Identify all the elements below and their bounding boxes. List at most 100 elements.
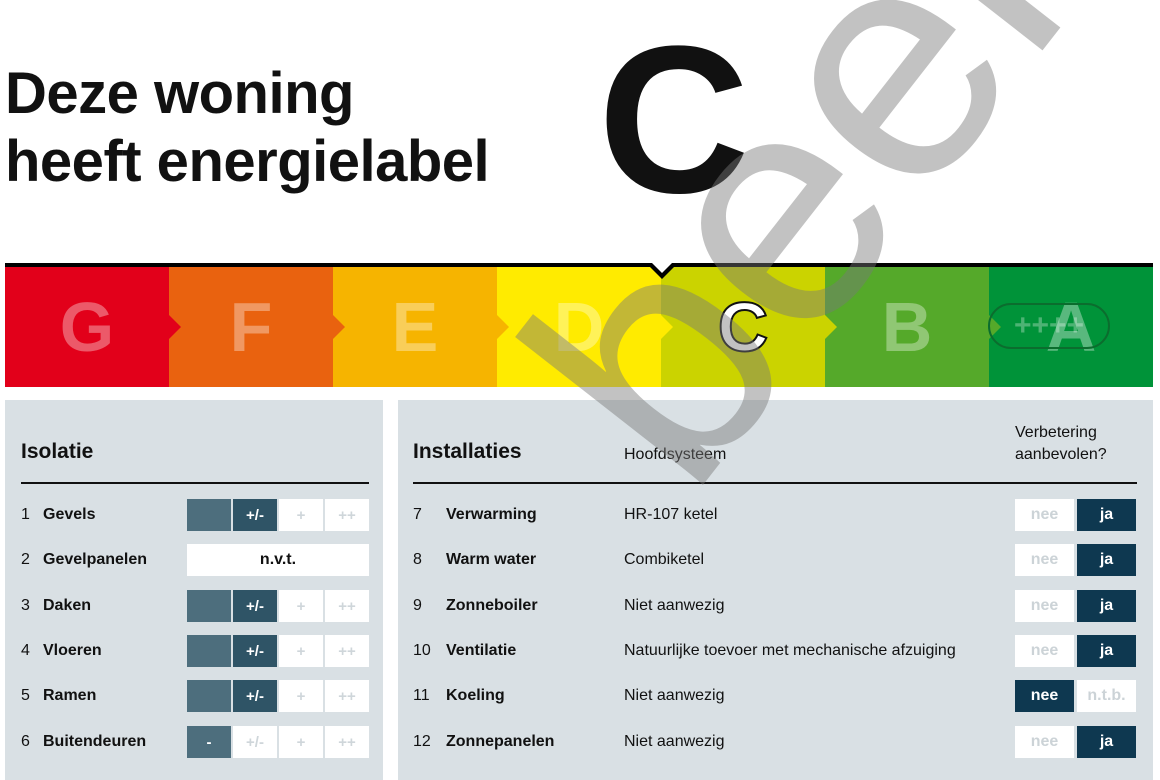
- row-number: 9: [413, 597, 422, 614]
- row-number: 8: [413, 551, 422, 568]
- row-name: Zonneboiler: [446, 597, 538, 614]
- option-n.t.b.[interactable]: n.t.b.: [1077, 680, 1136, 712]
- page-title: Deze woning heeft energielabel: [5, 61, 490, 194]
- improvement-toggle: nee ja: [1015, 544, 1136, 576]
- row-number: 4: [21, 642, 30, 659]
- rating-cell: [187, 499, 231, 531]
- divider: [413, 482, 1137, 484]
- rating-cell: +/-: [233, 635, 277, 667]
- installatie-row: 9 Zonneboiler Niet aanwezig nee ja: [413, 590, 1138, 622]
- option-ja[interactable]: ja: [1077, 635, 1136, 667]
- installaties-heading: Installaties: [413, 440, 522, 463]
- row-name: Buitendeuren: [43, 733, 147, 750]
- option-ja[interactable]: ja: [1077, 544, 1136, 576]
- installatie-row: 12 Zonnepanelen Niet aanwezig nee ja: [413, 726, 1138, 758]
- rating-cell: ++: [325, 726, 369, 758]
- row-number: 11: [413, 687, 430, 704]
- option-nee[interactable]: nee: [1015, 635, 1074, 667]
- scale-letter: B: [881, 288, 933, 366]
- rating-cell: +: [279, 635, 323, 667]
- option-ja[interactable]: ja: [1077, 499, 1136, 531]
- rating-cell: ++: [325, 635, 369, 667]
- installatie-row: 10 Ventilatie Natuurlijke toevoer met mech…: [413, 635, 1138, 667]
- isolatie-row: 3 Daken +/- + ++: [21, 590, 371, 622]
- row-name: Koeling: [446, 687, 505, 704]
- rating-cell: -: [187, 726, 231, 758]
- rating-cells: +/- + ++: [187, 635, 369, 667]
- option-ja[interactable]: ja: [1077, 726, 1136, 758]
- system-value: Niet aanwezig: [624, 597, 725, 614]
- rating-cell: +: [279, 499, 323, 531]
- scale-segment-b: B: [825, 267, 1001, 387]
- rating-cell: ++: [325, 590, 369, 622]
- installaties-panel: Installaties Hoofdsysteem Verbetering aa…: [398, 400, 1153, 780]
- column-hoofdsysteem: Hoofdsysteem: [624, 446, 727, 463]
- isolatie-row: 4 Vloeren +/- + ++: [21, 635, 371, 667]
- row-number: 1: [21, 506, 30, 523]
- scale-segment-e: E: [333, 267, 509, 387]
- row-number: 6: [21, 733, 30, 750]
- row-name: Zonnepanelen: [446, 733, 555, 750]
- rating-cell: ++: [325, 680, 369, 712]
- row-name: Verwarming: [446, 506, 537, 523]
- system-value: Niet aanwezig: [624, 687, 725, 704]
- segment-arrow: [661, 315, 673, 339]
- row-name: Daken: [43, 597, 92, 614]
- rating-cell: +/-: [233, 726, 277, 758]
- scale-letter: D: [553, 288, 605, 366]
- scale-segment-g: G: [5, 267, 181, 387]
- rating-cell: [187, 590, 231, 622]
- scale-pointer: [646, 261, 678, 279]
- scale-segment-a: A: [989, 267, 1153, 387]
- improvement-toggle: nee ja: [1015, 590, 1136, 622]
- scale-segment-c: C: [661, 267, 837, 387]
- rating-cell: +/-: [233, 590, 277, 622]
- installatie-row: 7 Verwarming HR-107 ketel nee ja: [413, 499, 1138, 531]
- rating-cells: +/- + ++: [187, 499, 369, 531]
- system-value: Combiketel: [624, 551, 705, 568]
- column-verbetering: Verbetering aanbevolen?: [1015, 424, 1107, 463]
- segment-arrow: [825, 315, 837, 339]
- rating-cell: +: [279, 726, 323, 758]
- isolatie-row: 6 Buitendeuren - +/- + ++: [21, 726, 371, 758]
- row-name: Gevelpanelen: [43, 551, 148, 568]
- scale-segment-d: D: [497, 267, 673, 387]
- row-name: Ramen: [43, 687, 97, 704]
- scale-letter: E: [391, 288, 439, 366]
- rating-cell: ++: [325, 499, 369, 531]
- option-nee[interactable]: nee: [1015, 499, 1074, 531]
- option-nee[interactable]: nee: [1015, 680, 1074, 712]
- rating-cells: n.v.t.: [187, 544, 369, 576]
- rating-cells: +/- + ++: [187, 590, 369, 622]
- scale-letter: F: [229, 288, 273, 366]
- row-number: 5: [21, 687, 30, 704]
- improvement-toggle: nee ja: [1015, 499, 1136, 531]
- option-nee[interactable]: nee: [1015, 726, 1074, 758]
- improvement-toggle: nee ja: [1015, 726, 1136, 758]
- row-name: Vloeren: [43, 642, 102, 659]
- segment-arrow: [497, 315, 509, 339]
- rating-cells: +/- + ++: [187, 680, 369, 712]
- rating-cells: - +/- + ++: [187, 726, 369, 758]
- divider: [21, 482, 369, 484]
- row-name: Ventilatie: [446, 642, 517, 659]
- system-value: HR-107 ketel: [624, 506, 718, 523]
- row-number: 3: [21, 597, 30, 614]
- row-name: Warm water: [446, 551, 537, 568]
- rating-cell: [187, 680, 231, 712]
- rating-cell: +: [279, 590, 323, 622]
- a-plus-badge: ++++: [988, 303, 1110, 349]
- option-ja[interactable]: ja: [1077, 590, 1136, 622]
- option-nee[interactable]: nee: [1015, 544, 1074, 576]
- isolatie-panel: Isolatie 1 Gevels +/- + ++ 2 Gevelpanelen n.v.t…: [5, 400, 383, 780]
- energy-label-letter: C: [598, 2, 750, 237]
- scale-segment-f: F: [169, 267, 345, 387]
- rating-cell: [187, 635, 231, 667]
- row-name: Gevels: [43, 506, 96, 523]
- scale-letter: C: [717, 287, 770, 367]
- scale-letter: G: [59, 288, 115, 366]
- segment-arrow: [169, 315, 181, 339]
- segment-arrow: [333, 315, 345, 339]
- option-nee[interactable]: nee: [1015, 590, 1074, 622]
